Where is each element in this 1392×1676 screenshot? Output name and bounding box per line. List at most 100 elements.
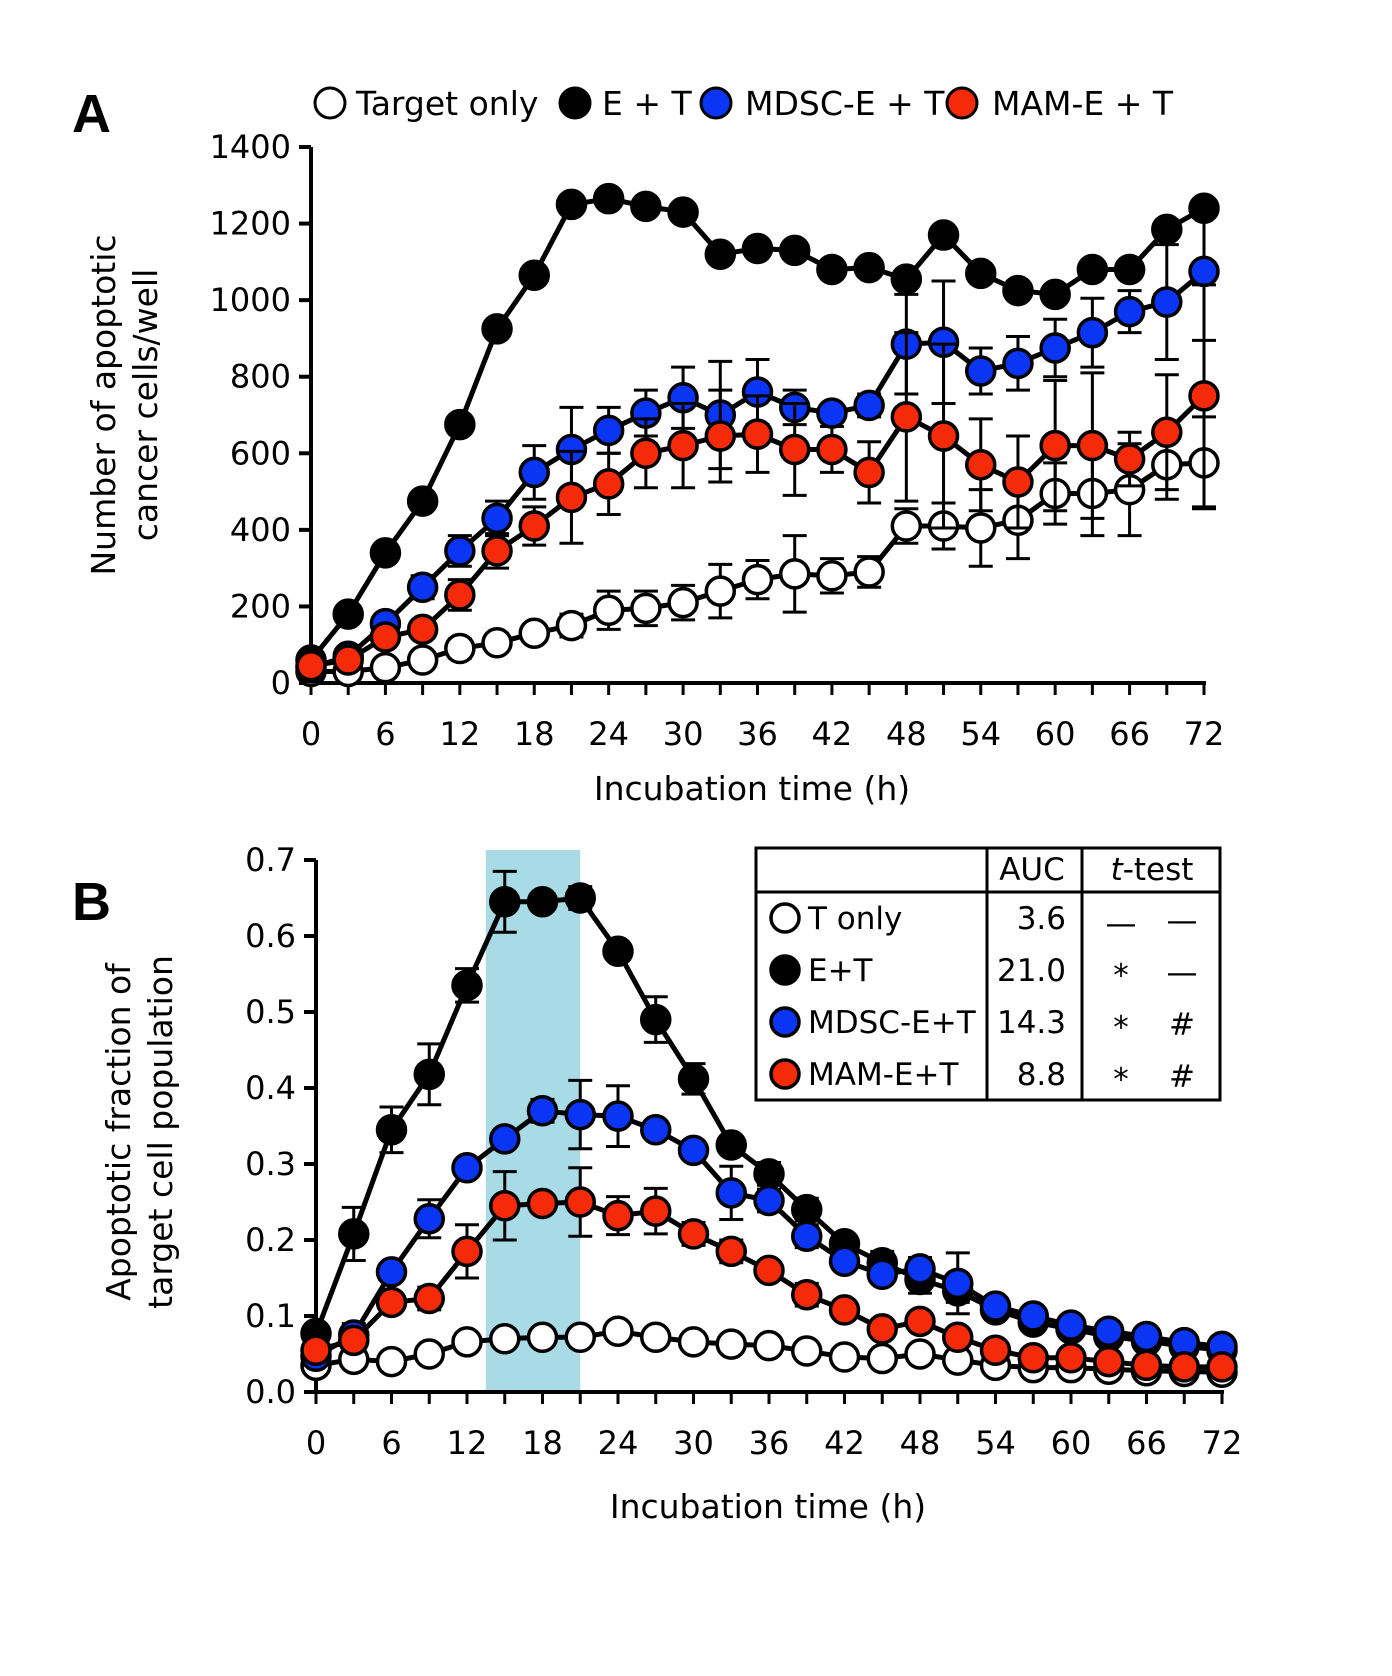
data-point	[715, 1235, 747, 1268]
panel-b-y-axis-title: Apoptotic fraction of target cell popula…	[99, 955, 180, 1309]
data-point	[332, 598, 364, 630]
y-tick-label: 1200	[210, 205, 291, 243]
data-point	[1039, 332, 1071, 364]
data-point	[332, 644, 364, 676]
data-point	[853, 389, 885, 422]
data-point	[295, 650, 327, 682]
panel-a-y-axis-title-line1: Number of apoptotic	[84, 234, 123, 575]
data-point	[413, 1058, 445, 1091]
data-point	[406, 571, 439, 604]
data-point	[451, 1326, 483, 1358]
data-point	[375, 1256, 408, 1288]
auc-table-marker	[769, 954, 801, 986]
data-point	[791, 1220, 823, 1252]
data-point	[592, 468, 625, 500]
y-tick-label: 1000	[210, 281, 291, 319]
auc-table-value: 14.3	[997, 1005, 1066, 1041]
auc-table-value: 3.6	[1017, 901, 1066, 937]
auc-table-ttest-1: *	[1113, 958, 1129, 994]
data-point	[640, 1114, 672, 1146]
x-tick-label: 60	[1051, 1424, 1092, 1462]
data-point	[979, 1290, 1012, 1322]
data-point	[828, 1245, 861, 1278]
auc-table-value: 8.8	[1017, 1057, 1066, 1093]
data-point	[602, 1199, 634, 1232]
x-tick-label: 36	[737, 715, 778, 753]
data-point	[704, 420, 737, 452]
auc-table-ttest-1: *	[1113, 1062, 1129, 1098]
x-tick-label: 48	[886, 715, 927, 753]
data-point	[1076, 429, 1109, 462]
data-point	[866, 1342, 898, 1375]
series-line	[314, 1108, 1223, 1359]
data-point	[640, 1003, 672, 1036]
y-tick-label: 400	[230, 511, 291, 549]
data-point	[1113, 443, 1146, 475]
data-point	[592, 182, 625, 215]
data-point	[1130, 1320, 1163, 1353]
legend-marker-mdsc	[699, 86, 733, 120]
data-point	[1017, 1342, 1049, 1374]
data-point	[866, 1258, 898, 1290]
data-point	[1151, 416, 1183, 448]
data-point	[375, 1345, 408, 1378]
y-tick-label: 0.5	[245, 993, 296, 1031]
x-tick-label: 72	[1202, 1424, 1243, 1462]
data-point	[592, 414, 625, 447]
data-point	[667, 586, 699, 619]
data-point	[741, 418, 774, 450]
x-tick-label: 18	[522, 1424, 563, 1462]
data-point	[1002, 466, 1034, 498]
data-point	[640, 1321, 672, 1354]
auc-table-row: MDSC-E+T 14.3 * #	[769, 1005, 1195, 1046]
y-tick-label: 0.0	[245, 1373, 296, 1411]
data-point	[375, 1114, 408, 1146]
data-point	[1168, 1351, 1200, 1383]
data-point	[444, 535, 476, 567]
data-point	[1076, 253, 1109, 286]
data-point	[816, 397, 848, 429]
data-point	[602, 935, 634, 967]
data-point	[890, 510, 923, 542]
x-tick-label: 6	[375, 715, 395, 753]
x-tick-label: 54	[975, 1424, 1016, 1462]
legend-label-mdsc: MDSC-E + T	[745, 84, 945, 123]
data-point	[904, 1253, 936, 1285]
data-point	[1188, 255, 1220, 288]
y-tick-label: 0.1	[245, 1297, 296, 1335]
legend-a: Target only E + T MDSC-E + T MAM-E + T	[313, 84, 1174, 123]
auc-table-ttest-2: #	[1169, 1059, 1195, 1095]
data-point	[451, 1152, 483, 1184]
data-point	[369, 651, 402, 684]
data-point	[602, 1100, 634, 1132]
data-point	[715, 1129, 747, 1161]
data-point	[526, 1321, 559, 1354]
data-point	[1113, 253, 1146, 286]
data-point	[451, 1235, 483, 1268]
data-point	[338, 1324, 370, 1357]
auc-table-ttest-1: *	[1113, 1010, 1129, 1046]
data-point	[375, 1286, 408, 1319]
data-point	[791, 1278, 823, 1311]
data-point	[555, 609, 588, 642]
data-point	[518, 617, 550, 649]
panel-a-plot: 0 200 400 600 800 1000 1200 1400 0 6 12 18 24 30 36 42 4…	[210, 128, 1225, 753]
data-point	[715, 1328, 747, 1360]
data-point	[828, 1341, 861, 1373]
data-point	[1055, 1342, 1087, 1374]
data-point	[853, 556, 885, 588]
data-point	[979, 1334, 1012, 1366]
y-tick-label: 0.7	[245, 841, 296, 879]
y-tick-label: 1400	[210, 128, 291, 166]
panel-b-label: B	[72, 872, 111, 932]
x-tick-label: 42	[812, 715, 853, 753]
data-point	[753, 1254, 785, 1287]
auc-table-ttest-1: —	[1106, 906, 1137, 942]
auc-table-row: T only 3.6 — —	[769, 901, 1198, 942]
data-point	[1093, 1345, 1125, 1378]
data-point	[965, 355, 997, 387]
auc-table-label: E+T	[808, 953, 874, 989]
legend-label-target-only: Target only	[355, 84, 538, 123]
auc-table-row: MAM-E+T 8.8 * #	[769, 1057, 1195, 1098]
data-point	[338, 1218, 370, 1250]
